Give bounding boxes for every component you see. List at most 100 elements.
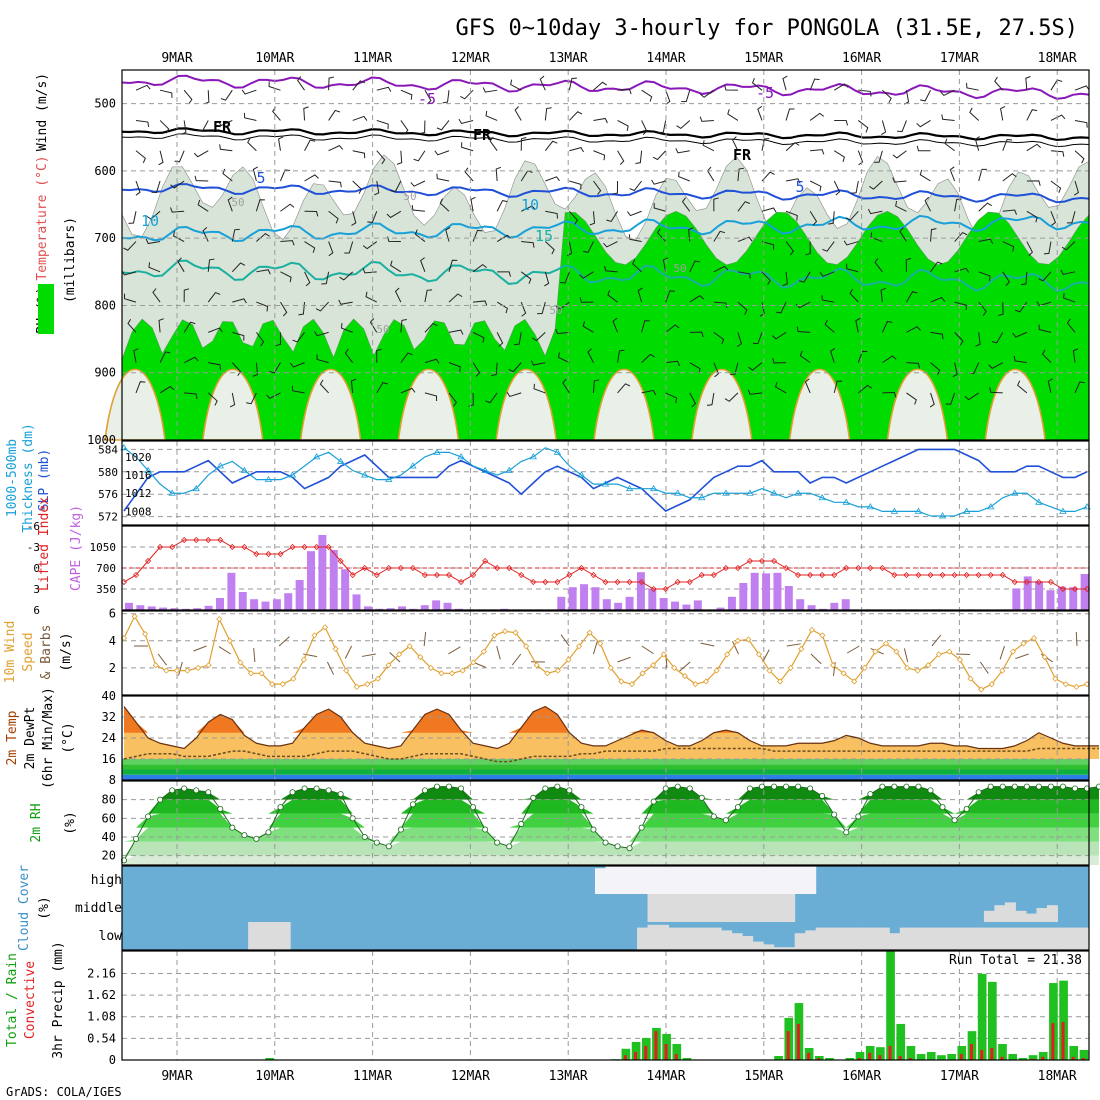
precip-total-bar <box>998 1043 1007 1060</box>
wind-barb <box>181 120 187 135</box>
wind-barb <box>974 136 980 151</box>
wind-barb <box>833 380 843 394</box>
rh2m-axis: 20 40 60 80 <box>102 793 116 863</box>
cape-bar <box>762 573 771 610</box>
precip-conv-bar <box>1051 1023 1055 1060</box>
rh2m-gridlines <box>122 781 1089 865</box>
wind10m-barb <box>617 656 631 663</box>
wind-barb <box>628 234 642 243</box>
wind-barb <box>135 84 151 91</box>
cape-bar <box>432 600 441 610</box>
wind-barb <box>390 260 402 273</box>
cape-bar <box>329 550 338 610</box>
thickness-tick-label: 576 <box>98 488 118 501</box>
wind-barb <box>821 295 835 303</box>
top-date-labels: 9MAR 10MAR 11MAR 12MAR 13MAR 14MAR 15MAR… <box>161 51 1077 66</box>
li-marker <box>650 585 657 593</box>
rh2m-band <box>124 786 1100 800</box>
rh2m-frame <box>121 780 1090 866</box>
wind10m-marker <box>501 628 509 635</box>
wind10m-barb <box>979 661 989 674</box>
temp-unit-axis-title: (°C) <box>61 722 76 753</box>
lifted-index-series <box>120 536 1091 593</box>
credit-label: GrADS: COLA/IGES <box>6 1085 122 1099</box>
precip-total-bar <box>1069 1045 1079 1060</box>
contour-label: 15 <box>535 227 553 245</box>
wind10m-barb <box>511 653 522 666</box>
slp-tick-label: 1016 <box>125 469 152 482</box>
wind-barb <box>906 291 918 303</box>
wind-barb <box>266 392 281 399</box>
wind10m-marker <box>544 670 551 677</box>
wind10m-marker <box>491 632 498 639</box>
wind-barb <box>461 142 474 152</box>
wind-barb <box>544 107 552 121</box>
wind10m-marker <box>840 670 847 677</box>
cape-bar <box>261 601 270 610</box>
slp-marker <box>312 453 321 460</box>
wind-barb <box>1066 318 1076 333</box>
precip-conv-bar <box>654 1031 658 1060</box>
wind10m-marker <box>353 683 360 690</box>
cloud-cell <box>710 927 722 950</box>
contour-label: FR <box>733 146 752 164</box>
rh2m-marker <box>530 794 537 801</box>
slp-marker <box>361 471 369 478</box>
bottom-date-label: 12MAR <box>451 1069 490 1084</box>
contour-label: 50 <box>673 262 686 275</box>
rh2m-marker <box>614 843 621 850</box>
cape-bar <box>147 606 156 610</box>
li-marker <box>602 578 609 586</box>
cloud-cell <box>605 866 617 894</box>
wind-barb <box>1017 380 1028 394</box>
wind-barb <box>256 301 269 312</box>
precip-tick-label: 2.16 <box>87 966 116 980</box>
wind-barb <box>291 385 305 394</box>
li-marker <box>241 543 248 551</box>
wind-barb <box>881 120 887 136</box>
wind-barb <box>975 332 981 347</box>
precip-conv-bar <box>898 1055 902 1060</box>
wind-barb <box>593 180 602 195</box>
cape-bar <box>420 605 429 610</box>
wind-barb <box>472 331 485 343</box>
wind-barb <box>941 114 955 121</box>
rh2m-marker <box>783 783 790 790</box>
temp2m-fill <box>122 706 1100 780</box>
rh2m-marker <box>157 796 164 803</box>
wind-barb <box>170 207 185 213</box>
wind-barb <box>183 89 193 104</box>
wind-barb <box>544 271 550 287</box>
cloud-cell <box>1036 908 1048 922</box>
wind10m-marker <box>808 626 815 634</box>
wind-barb <box>906 392 917 405</box>
wind-barb <box>414 229 426 242</box>
precip-conv-title: Convective <box>23 961 38 1039</box>
wind-barb <box>944 138 955 152</box>
cape-bar <box>363 606 372 610</box>
wind-barb <box>315 301 329 312</box>
cloud-cell <box>941 927 953 950</box>
wind-barb <box>400 352 413 363</box>
slp-marker <box>746 489 754 496</box>
slp-marker <box>481 466 489 473</box>
rh2m-marker <box>337 791 344 798</box>
wind10m-barbs <box>134 631 1078 676</box>
li-marker <box>927 571 934 579</box>
li-marker <box>578 564 585 572</box>
wind-barb <box>1074 381 1085 394</box>
cape-bar <box>443 602 452 610</box>
slp-marker <box>842 498 850 505</box>
pressure-axis: 500 600 700 800 900 1000 <box>87 97 116 447</box>
wind-barb <box>930 296 946 303</box>
rh2m-marker <box>133 835 140 842</box>
wind-barb <box>737 301 748 315</box>
wind-barb <box>135 180 141 196</box>
wind-barb <box>569 147 584 153</box>
wind10m-marker <box>787 664 794 671</box>
wind10m-barb <box>700 642 715 647</box>
wind10m-tick-label: 4 <box>109 634 116 648</box>
precip-conv-bar <box>868 1052 872 1060</box>
rh2m-marker <box>951 817 958 824</box>
